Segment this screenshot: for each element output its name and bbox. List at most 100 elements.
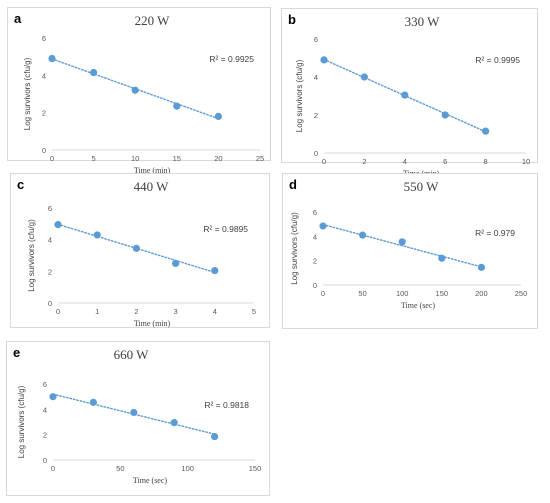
data-point — [54, 221, 62, 229]
x-tick-label: 2 — [362, 157, 366, 166]
chart-title: 440 W — [133, 179, 169, 194]
x-tick-label: 25 — [256, 154, 264, 163]
x-tick-label: 50 — [116, 464, 124, 473]
panel-label: e — [13, 345, 21, 360]
x-tick-label: 0 — [51, 464, 55, 473]
x-tick-label: 10 — [131, 154, 139, 163]
x-tick-label: 6 — [443, 157, 447, 166]
y-tick-label: 2 — [42, 109, 46, 118]
data-point — [130, 408, 138, 417]
x-tick-label: 0 — [321, 289, 325, 298]
x-tick-label: 100 — [181, 464, 194, 473]
y-tick-label: 6 — [42, 34, 46, 43]
x-tick-label: 4 — [403, 157, 407, 166]
data-point — [477, 263, 485, 271]
x-tick-label: 10 — [522, 157, 530, 166]
chart-plot: 0 2 4 6 0 1 2 3 4 5 Time (min) Log survivors (cfu/g… — [27, 204, 256, 328]
data-point — [90, 68, 98, 77]
trendline — [52, 393, 216, 435]
chart-panel-e: e 660 W 0 2 4 6 0 50 100 150 Time (sec) Log survi… — [6, 341, 270, 496]
x-tick-label: 5 — [92, 154, 96, 163]
y-tick-label: 2 — [313, 257, 317, 266]
y-axis-title: Log survivors (cfu/g) — [23, 57, 32, 130]
data-point — [132, 244, 140, 252]
panel-label: b — [288, 12, 296, 27]
y-tick-label: 4 — [313, 232, 317, 241]
panel-label: a — [14, 11, 22, 26]
y-tick-label: 0 — [314, 149, 318, 158]
data-point — [320, 56, 328, 64]
panel-label: c — [17, 177, 25, 192]
x-axis-title: Time (min) — [134, 319, 171, 328]
x-tick-label: 0 — [322, 157, 326, 166]
y-tick-label: 6 — [313, 208, 317, 217]
x-tick-label: 150 — [249, 464, 262, 473]
data-point — [89, 398, 97, 406]
chart-title: 220 W — [134, 13, 170, 28]
y-axis-title: Log survivors (cfu/g) — [27, 219, 36, 292]
data-point — [211, 266, 219, 275]
y-tick-label: 2 — [43, 431, 47, 440]
x-tick-label: 100 — [396, 289, 409, 298]
chart-title: 550 W — [403, 179, 439, 194]
y-tick-label: 2 — [314, 111, 318, 120]
x-tick-label: 0 — [56, 307, 60, 316]
x-tick-label: 0 — [50, 154, 54, 163]
x-tick-label: 5 — [252, 307, 256, 316]
y-tick-label: 0 — [313, 281, 317, 290]
data-point — [319, 222, 327, 230]
y-tick-label: 6 — [43, 380, 47, 389]
y-tick-label: 6 — [48, 204, 52, 213]
r-squared-label: R² = 0.9818 — [204, 400, 249, 410]
chart-plot: 02460246810Time (min)Log survivors (cfu/… — [295, 35, 530, 178]
data-point — [482, 127, 490, 135]
y-axis-title: Log survivors (cfu/g) — [295, 59, 304, 132]
chart-plot: 0 2 4 6 0 50 100 150 Time (sec) Log survivors (cf… — [17, 380, 262, 485]
chart-panel-a: a 220 W 0 2 4 6 0 5 10 15 20 25 Time (min) Log surv… — [7, 7, 271, 175]
x-tick-label: 150 — [436, 289, 449, 298]
y-tick-label: 6 — [314, 35, 318, 44]
chart-title: 330 W — [404, 14, 440, 29]
y-tick-label: 0 — [42, 146, 46, 155]
r-squared-label: R² = 0.9895 — [203, 224, 248, 234]
x-tick-label: 3 — [174, 307, 178, 316]
chart-panel-c: c 440 W 0 2 4 6 0 1 2 3 4 5 Time (min) Log survivor… — [10, 173, 270, 328]
data-point — [49, 393, 57, 401]
x-tick-label: 200 — [475, 289, 488, 298]
x-axis-title: Time (sec) — [133, 476, 167, 485]
x-tick-label: 20 — [214, 154, 222, 163]
chart-plot: 0 2 4 6 0 50 100 150 200 250 Time (sec) Log survivo… — [290, 208, 528, 310]
r-squared-label: R² = 0.979 — [475, 228, 515, 238]
data-point — [170, 419, 178, 427]
x-tick-label: 15 — [173, 154, 181, 163]
data-point — [441, 111, 449, 119]
y-tick-label: 4 — [314, 73, 318, 82]
data-point — [214, 112, 222, 120]
data-point — [360, 73, 368, 81]
y-tick-label: 0 — [48, 299, 52, 308]
chart-panel-d: d 550 W 0 2 4 6 0 50 100 150 200 250 Time (sec) Log… — [282, 173, 538, 329]
x-axis-title: Time (sec) — [401, 301, 435, 310]
data-point — [438, 254, 446, 262]
data-point — [93, 231, 101, 239]
chart-title: 660 W — [113, 347, 149, 362]
panel-label: d — [289, 177, 297, 192]
y-tick-label: 4 — [43, 405, 47, 414]
data-point — [172, 259, 180, 268]
data-point — [401, 91, 409, 99]
x-tick-label: 2 — [134, 307, 138, 316]
data-point — [48, 54, 56, 63]
data-point — [173, 102, 181, 110]
x-tick-label: 8 — [484, 157, 488, 166]
x-tick-label: 250 — [515, 289, 528, 298]
x-tick-label: 50 — [358, 289, 366, 298]
data-point — [359, 231, 367, 239]
y-tick-label: 2 — [48, 267, 52, 276]
chart-panel-b: b 330 W 02460246810Time (min)Log survivo… — [281, 8, 538, 178]
y-axis-title: Log survivors (cfu/g) — [17, 385, 26, 458]
trendline — [322, 223, 483, 268]
y-tick-label: 0 — [43, 456, 47, 465]
y-tick-label: 4 — [48, 236, 52, 245]
x-axis-title: Time (min) — [134, 166, 171, 175]
x-tick-label: 1 — [95, 307, 99, 316]
